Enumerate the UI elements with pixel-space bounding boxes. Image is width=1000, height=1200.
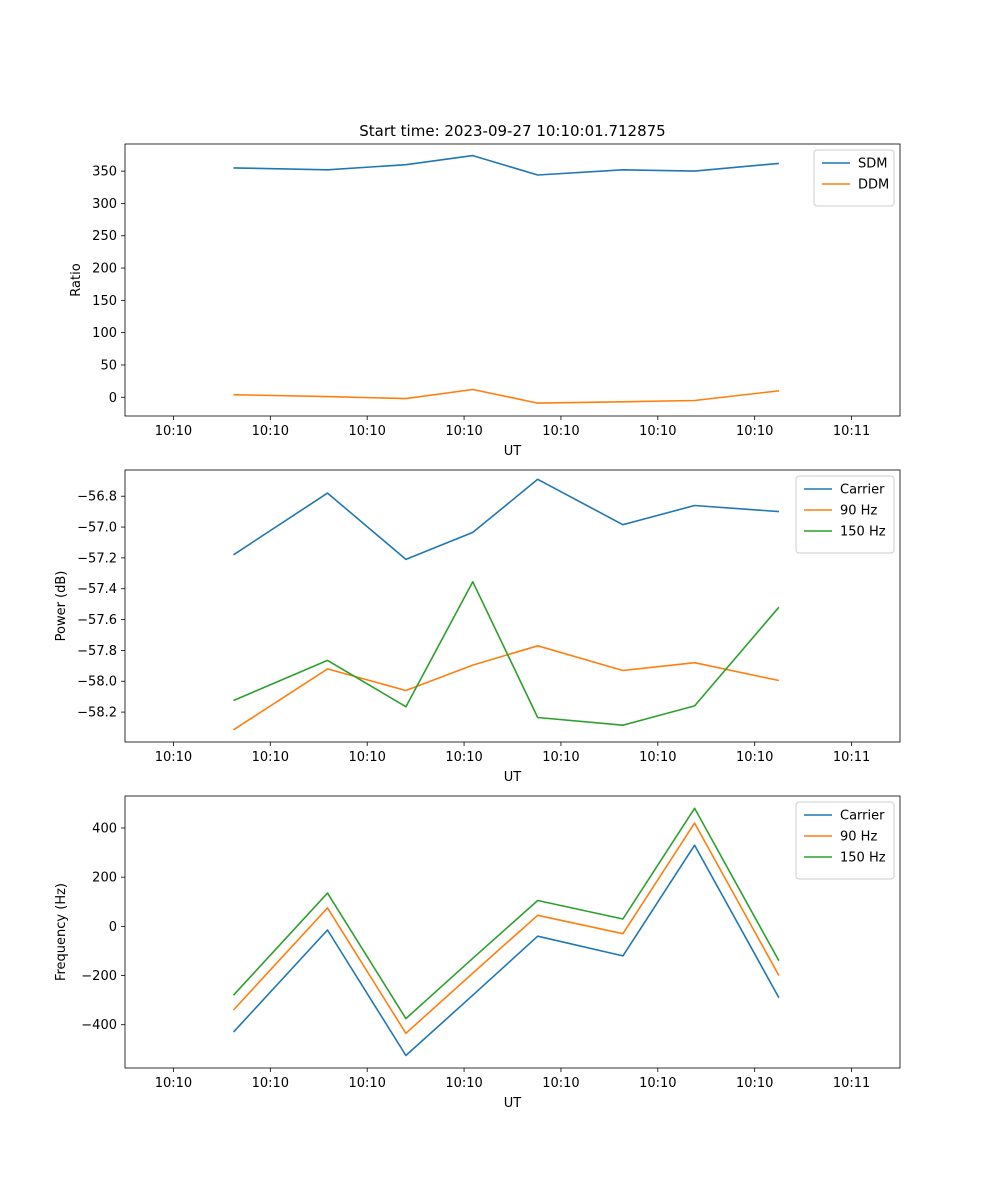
legend-label: 90 Hz (840, 504, 877, 519)
frequency-series-line-90-hz (232, 822, 780, 1035)
power-series-line-150-hz (233, 580, 780, 727)
x-tick-label: 10:11 (833, 1076, 870, 1091)
x-tick-label: 10:10 (252, 1076, 289, 1091)
x-tick-label: 10:10 (252, 424, 289, 439)
chart-title: Start time: 2023-09-27 10:10:01.712875 (359, 122, 665, 140)
x-tick-label: 10:10 (348, 750, 385, 765)
legend-label: Carrier (840, 809, 885, 824)
frequency-series-line-carrier (232, 844, 780, 1057)
x-tick-label: 10:10 (542, 750, 579, 765)
y-tick-label: 0 (109, 920, 117, 935)
x-tick-label: 10:10 (736, 750, 773, 765)
y-tick-label: 150 (92, 294, 117, 309)
y-tick-label: 0 (109, 391, 117, 406)
axes-frame (124, 795, 901, 1069)
x-tick-label: 10:10 (639, 750, 676, 765)
ratio-series-line-ddm (233, 388, 779, 404)
y-tick-label: −58.2 (77, 706, 117, 721)
y-tick-label: −57.0 (77, 521, 117, 536)
y-tick-label: −200 (81, 969, 117, 984)
x-axis-label: UT (504, 770, 522, 785)
y-tick-label: −57.4 (77, 582, 117, 597)
ratio-panel: 10:10 10:10 10:10 10:10 10:10 10:10 10:10 10:11… (69, 143, 901, 459)
x-axis-label: UT (504, 444, 522, 459)
x-tick-label: 10:10 (639, 1076, 676, 1091)
y-tick-label: −400 (81, 1018, 117, 1033)
y-tick-label: −58.0 (77, 675, 117, 690)
y-axis-label: Power (dB) (54, 571, 69, 642)
y-tick-label: 200 (92, 871, 117, 886)
x-tick-label: 10:10 (155, 750, 192, 765)
y-tick-label: 400 (92, 821, 117, 836)
x-tick-label: 10:10 (736, 424, 773, 439)
ratio-series-line-sdm (233, 154, 779, 176)
y-tick-label: −56.8 (77, 490, 117, 505)
x-tick-label: 10:10 (348, 424, 385, 439)
y-tick-label: 300 (92, 197, 117, 212)
x-tick-label: 10:10 (542, 1076, 579, 1091)
power-series-line-carrier (233, 478, 779, 561)
axes-frame (124, 469, 901, 743)
legend-box (795, 801, 895, 880)
y-tick-label: −57.2 (77, 551, 117, 566)
x-tick-label: 10:10 (736, 1076, 773, 1091)
y-tick-label: 200 (92, 262, 117, 277)
legend-label: 150 Hz (840, 525, 886, 540)
legend-label: 90 Hz (840, 830, 877, 845)
y-tick-label: 50 (100, 358, 117, 373)
y-tick-label: −57.8 (77, 644, 117, 659)
legend: Carrier 90 Hz 150 Hz (795, 801, 895, 880)
legend-box (795, 475, 895, 554)
y-tick-label: 350 (92, 165, 117, 180)
y-tick-label: 250 (92, 229, 117, 244)
legend: SDM DDM (813, 149, 895, 207)
x-tick-label: 10:10 (542, 424, 579, 439)
x-axis-label: UT (504, 1096, 522, 1111)
x-tick-label: 10:11 (833, 424, 870, 439)
frequency-series-line-150-hz (232, 807, 780, 1020)
legend-box (813, 149, 895, 207)
y-axis-label: Frequency (Hz) (54, 883, 69, 981)
x-tick-label: 10:11 (833, 750, 870, 765)
legend-label: SDM (858, 157, 887, 172)
y-tick-label: −57.6 (77, 613, 117, 628)
x-tick-label: 10:10 (252, 750, 289, 765)
power-series-line-90-hz (233, 644, 780, 731)
x-tick-label: 10:10 (445, 424, 482, 439)
x-tick-label: 10:10 (155, 1076, 192, 1091)
legend-label: Carrier (840, 483, 885, 498)
x-tick-label: 10:10 (155, 424, 192, 439)
x-tick-label: 10:10 (348, 1076, 385, 1091)
legend: Carrier 90 Hz 150 Hz (795, 475, 895, 554)
axes-frame (124, 143, 901, 417)
y-tick-label: 100 (92, 326, 117, 341)
x-tick-label: 10:10 (445, 1076, 482, 1091)
frequency-panel: 10:10 10:10 10:10 10:10 10:10 10:10 10:10 10:11… (54, 795, 901, 1111)
x-tick-label: 10:10 (445, 750, 482, 765)
legend-label: DDM (858, 178, 889, 193)
legend-label: 150 Hz (840, 851, 886, 866)
power-panel: 10:10 10:10 10:10 10:10 10:10 10:10 10:10 10:11… (54, 469, 901, 785)
x-tick-label: 10:10 (639, 424, 676, 439)
y-axis-label: Ratio (69, 263, 84, 296)
